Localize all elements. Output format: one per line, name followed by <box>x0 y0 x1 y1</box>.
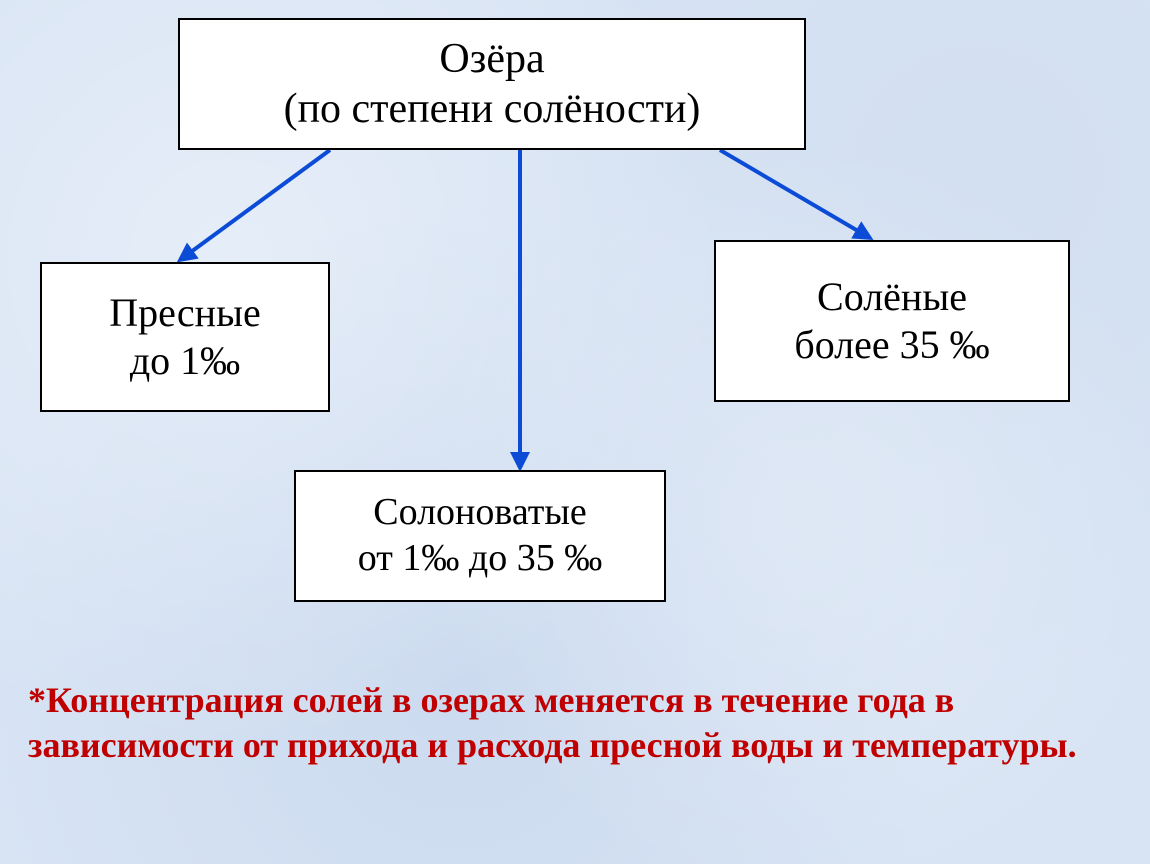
child-node-brackish: Солоноватые от 1‰ до 35 ‰ <box>294 470 666 602</box>
edge-arrow <box>720 150 870 238</box>
fresh-line-2: до 1‰ <box>130 337 240 385</box>
fresh-line-1: Пресные <box>109 289 260 337</box>
footnote: *Концентрация солей в озерах меняется в … <box>28 678 1118 768</box>
footnote-star: * <box>28 678 46 723</box>
slide-background: Озёра (по степени солёности) Пресные до … <box>0 0 1150 864</box>
root-line-2: (по степени солёности) <box>284 84 701 134</box>
root-line-1: Озёра <box>439 34 544 84</box>
child-node-fresh: Пресные до 1‰ <box>40 262 330 412</box>
brackish-line-1: Солоноватые <box>373 490 586 536</box>
edge-arrow <box>180 150 330 260</box>
root-node: Озёра (по степени солёности) <box>178 18 806 150</box>
footnote-text: Концентрация солей в озерах меняется в т… <box>28 680 1077 765</box>
salty-line-1: Солёные <box>817 273 967 321</box>
salty-line-2: более 35 ‰ <box>794 321 989 369</box>
child-node-salty: Солёные более 35 ‰ <box>714 240 1070 402</box>
brackish-line-2: от 1‰ до 35 ‰ <box>358 536 602 582</box>
